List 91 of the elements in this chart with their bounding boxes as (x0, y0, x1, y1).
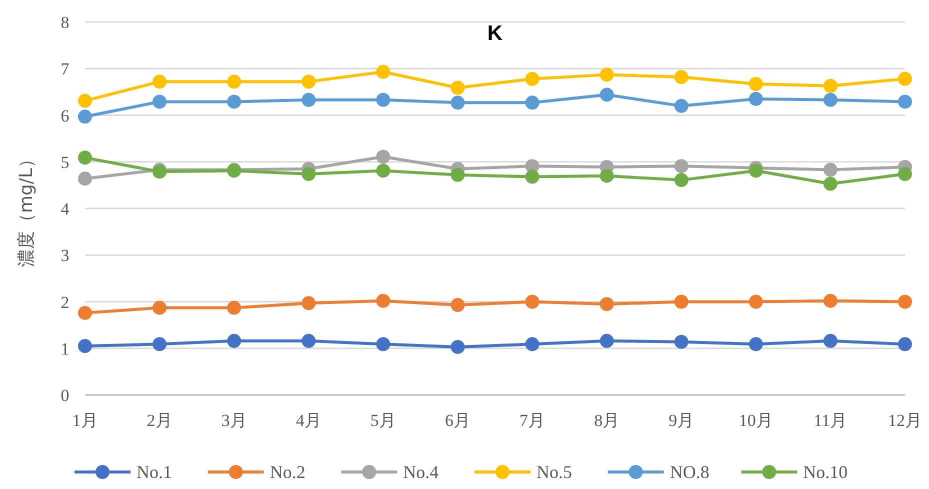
point (823, 78, 838, 93)
point (748, 92, 763, 106)
legend-label: No.5 (536, 462, 572, 482)
point (227, 74, 242, 89)
point (302, 296, 316, 310)
point (302, 334, 316, 348)
point (674, 173, 688, 188)
point (674, 294, 688, 309)
point (152, 300, 167, 315)
x-tick-label: 5月 (370, 411, 396, 430)
point (898, 166, 912, 181)
point (302, 166, 316, 181)
point (748, 77, 763, 92)
x-tick-label: 8月 (594, 411, 620, 430)
point (152, 74, 167, 89)
point (376, 150, 390, 164)
legend-label: No.2 (270, 462, 306, 482)
x-tick-label: 7月 (520, 411, 546, 430)
point (600, 88, 614, 102)
y-axis-title: 濃度（mg/L） (16, 150, 37, 268)
x-tick-label: 10月 (738, 411, 773, 430)
point (78, 306, 92, 320)
point (600, 297, 614, 312)
point (748, 294, 763, 309)
x-tick-label: 6月 (444, 411, 470, 430)
point (898, 72, 912, 86)
legend-label: No.1 (136, 462, 172, 482)
point (898, 337, 912, 352)
point (525, 294, 540, 309)
x-tick-label: 11月 (814, 411, 848, 430)
point (823, 294, 838, 308)
point (748, 164, 763, 178)
point (227, 300, 242, 315)
point (525, 72, 540, 86)
point (78, 110, 92, 124)
y-tick-label: 4 (60, 200, 70, 218)
point (78, 172, 92, 186)
point (674, 98, 688, 113)
y-tick-label: 5 (60, 152, 70, 172)
point (525, 170, 540, 184)
point (450, 340, 465, 354)
point (674, 159, 688, 174)
point (376, 92, 390, 107)
point (600, 334, 614, 348)
point (450, 96, 465, 110)
point (78, 94, 92, 108)
point (823, 176, 838, 191)
y-tick-label: 6 (60, 106, 70, 126)
legend-label: No.10 (803, 462, 848, 482)
point (78, 150, 92, 165)
legend-label: NO.8 (670, 462, 710, 482)
point (302, 74, 316, 89)
point (450, 80, 465, 95)
y-tick-label: 7 (60, 60, 70, 79)
y-tick-label: 1 (60, 339, 70, 358)
point (450, 298, 465, 312)
x-tick-label: 3月 (221, 411, 247, 430)
point (376, 164, 390, 178)
point (152, 337, 167, 352)
point (525, 337, 540, 352)
chart-title: K (487, 22, 503, 45)
point (450, 168, 465, 182)
point (748, 337, 763, 352)
x-tick-label: 9月 (668, 411, 694, 430)
point (376, 64, 390, 79)
point (227, 334, 242, 348)
y-tick-label: 8 (60, 13, 70, 32)
point (302, 92, 316, 107)
x-tick-label: 1月 (72, 411, 98, 430)
point (898, 294, 912, 309)
point (78, 339, 92, 354)
point (823, 162, 838, 177)
x-tick-label: 2月 (146, 411, 172, 430)
point (227, 94, 242, 109)
legend-label: No.4 (403, 462, 439, 482)
point (152, 94, 167, 109)
x-tick-label: 12月 (888, 411, 922, 430)
point (600, 68, 614, 82)
point (376, 294, 390, 308)
y-tick-label: 0 (60, 386, 70, 405)
point (674, 334, 688, 349)
point (823, 92, 838, 107)
point (898, 94, 912, 109)
point (674, 70, 688, 84)
point (600, 168, 614, 183)
point (525, 96, 540, 110)
x-tick-label: 4月 (296, 411, 322, 430)
point (823, 334, 838, 348)
point (376, 337, 390, 352)
y-tick-label: 3 (60, 246, 70, 266)
y-tick-label: 2 (60, 292, 70, 312)
